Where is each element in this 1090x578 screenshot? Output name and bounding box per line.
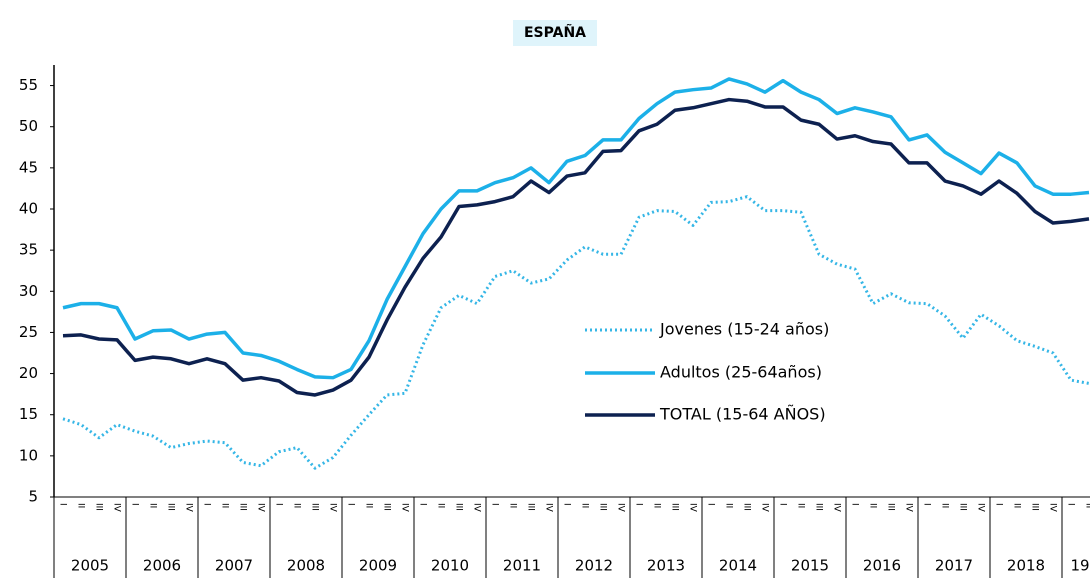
x-tick-label: II (724, 503, 734, 508)
x-tick-label: I (58, 503, 68, 506)
x-tick-label: III (814, 503, 824, 511)
x-tick-label: I (634, 503, 644, 506)
x-tick-label: II (364, 503, 374, 508)
year-label: 2009 (359, 557, 397, 575)
x-tick-label: IV (400, 503, 410, 513)
x-tick-label: IV (688, 503, 698, 513)
year-label: 2014 (719, 557, 757, 575)
x-tick-label: III (670, 503, 680, 511)
x-tick-label: I (490, 503, 500, 506)
year-label: 2010 (431, 557, 469, 575)
year-label: 2006 (143, 557, 181, 575)
x-tick-label: IV (256, 503, 266, 513)
x-tick-label: II (940, 503, 950, 508)
x-tick-label: I (418, 503, 428, 506)
year-label: 2012 (575, 557, 613, 575)
x-tick-label: III (310, 503, 320, 511)
x-tick-label: II (868, 503, 878, 508)
x-tick-label: III (1030, 503, 1040, 511)
x-tick-label: IV (904, 503, 914, 513)
year-label: 2007 (215, 557, 253, 575)
x-tick-label: I (1066, 503, 1076, 506)
x-tick-label: I (346, 503, 356, 506)
year-label: 2015 (791, 557, 829, 575)
x-tick-label: IV (544, 503, 554, 513)
x-tick-label: III (382, 503, 392, 511)
x-tick-label: IV (1048, 503, 1058, 513)
x-tick-label: IV (616, 503, 626, 513)
x-tick-label: II (76, 503, 86, 508)
x-tick-label: II (796, 503, 806, 508)
title-box (513, 20, 597, 46)
y-tick-label: 15 (19, 405, 38, 423)
chart-title: ESPAÑA (524, 24, 586, 41)
legend-label: Adultos (25-64años) (660, 363, 822, 382)
year-label: 19 (1070, 557, 1089, 575)
year-label: 2005 (71, 557, 109, 575)
x-tick-label: III (526, 503, 536, 511)
x-tick-label: III (886, 503, 896, 511)
series-line (62, 77, 1090, 380)
y-tick-label: 30 (19, 282, 38, 300)
y-tick-label: 25 (19, 323, 38, 341)
year-label: 2018 (1007, 557, 1045, 575)
year-label: 2013 (647, 557, 685, 575)
x-tick-label: IV (472, 503, 482, 513)
y-tick-label: 40 (19, 200, 38, 218)
x-tick-label: III (454, 503, 464, 511)
legend-label: TOTAL (15-64 AÑOS) (659, 405, 826, 424)
x-tick-label: I (994, 503, 1004, 506)
x-tick-label: III (94, 503, 104, 511)
x-tick-label: III (958, 503, 968, 511)
y-tick-label: 20 (19, 364, 38, 382)
x-tick-label: III (598, 503, 608, 511)
year-label: 2016 (863, 557, 901, 575)
x-tick-label: II (652, 503, 662, 508)
x-tick-label: II (220, 503, 230, 508)
x-tick-label: III (166, 503, 176, 511)
y-tick-label: 55 (19, 76, 38, 94)
year-label: 2017 (935, 557, 973, 575)
x-tick-label: IV (328, 503, 338, 513)
y-tick-label: 45 (19, 158, 38, 176)
x-tick-label: II (148, 503, 158, 508)
x-tick-label: IV (112, 503, 122, 513)
year-label: 2011 (503, 557, 541, 575)
x-tick-label: I (562, 503, 572, 506)
x-tick-label: IV (184, 503, 194, 513)
series-line (62, 195, 1090, 470)
x-tick-label: II (292, 503, 302, 508)
x-tick-label: I (778, 503, 788, 506)
y-tick-label: 10 (19, 446, 38, 464)
legend-label: Jovenes (15-24 años) (659, 320, 829, 339)
x-tick-label: I (850, 503, 860, 506)
x-tick-label: II (436, 503, 446, 508)
x-tick-label: II (580, 503, 590, 508)
x-tick-label: IV (760, 503, 770, 513)
x-tick-label: I (706, 503, 716, 506)
y-tick-label: 35 (19, 241, 38, 259)
x-tick-label: II (1012, 503, 1022, 508)
x-tick-label: IV (832, 503, 842, 513)
x-tick-label: III (238, 503, 248, 511)
x-tick-label: II (1084, 503, 1090, 508)
x-tick-label: IV (976, 503, 986, 513)
year-label: 2008 (287, 557, 325, 575)
series-line (62, 97, 1090, 397)
x-tick-label: I (922, 503, 932, 506)
x-tick-label: III (742, 503, 752, 511)
y-tick-label: 5 (28, 488, 38, 506)
x-tick-label: I (130, 503, 140, 506)
y-tick-label: 50 (19, 117, 38, 135)
x-tick-label: II (508, 503, 518, 508)
x-tick-label: I (274, 503, 284, 506)
x-tick-label: I (202, 503, 212, 506)
